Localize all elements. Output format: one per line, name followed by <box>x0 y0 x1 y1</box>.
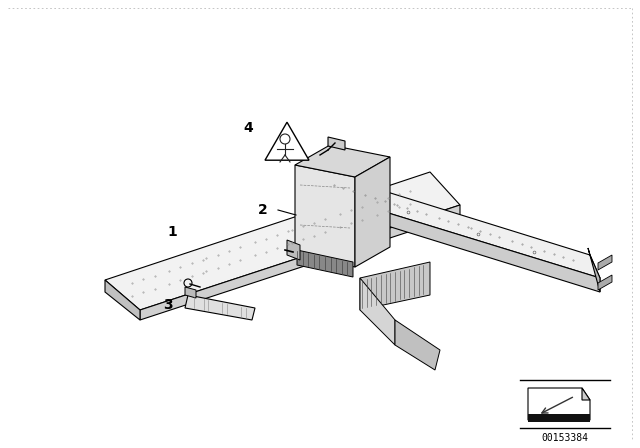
Polygon shape <box>355 157 390 267</box>
Text: 1: 1 <box>167 225 177 239</box>
Polygon shape <box>295 145 390 177</box>
Polygon shape <box>295 165 355 267</box>
Text: 4: 4 <box>243 121 253 135</box>
Polygon shape <box>265 122 309 160</box>
Polygon shape <box>287 240 300 260</box>
Polygon shape <box>140 205 460 320</box>
Polygon shape <box>105 172 460 310</box>
Text: 00153384: 00153384 <box>541 433 589 443</box>
Text: 3: 3 <box>163 298 173 312</box>
Polygon shape <box>320 192 600 292</box>
Polygon shape <box>328 137 345 150</box>
Polygon shape <box>395 320 440 370</box>
Polygon shape <box>360 278 395 345</box>
Polygon shape <box>582 388 590 400</box>
Polygon shape <box>598 275 612 290</box>
Polygon shape <box>310 168 600 278</box>
Polygon shape <box>588 248 600 292</box>
Text: 2: 2 <box>258 203 268 217</box>
Polygon shape <box>105 280 140 320</box>
Polygon shape <box>185 287 196 298</box>
Polygon shape <box>598 255 612 270</box>
Polygon shape <box>528 414 590 422</box>
Polygon shape <box>297 250 353 277</box>
Polygon shape <box>528 388 590 420</box>
Polygon shape <box>185 295 255 320</box>
Polygon shape <box>360 262 430 310</box>
